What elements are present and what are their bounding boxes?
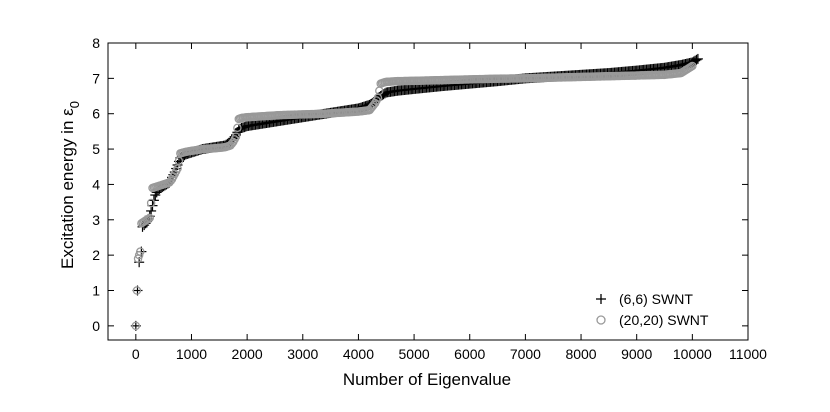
y-tick-label: 7: [92, 70, 100, 86]
y-axis-label-subscript: 0: [67, 101, 82, 108]
x-axis-label: Number of Eigenvalue: [343, 370, 511, 389]
data-point-20-20-dense: [233, 123, 242, 133]
y-tick-label: 8: [92, 35, 100, 51]
legend-label-6-6: (6,6) SWNT: [619, 291, 693, 307]
data-point-20-20: [131, 321, 141, 331]
x-tick-label: 11000: [729, 346, 767, 362]
data-point-20-20: [145, 213, 154, 223]
y-tick-label: 4: [92, 176, 100, 192]
data-point-20-20-dense: [227, 139, 237, 149]
data-point-20-20: [688, 61, 697, 71]
legend-entry-6-6: (6,6) SWNT: [596, 291, 693, 307]
data-point-20-20: [136, 247, 145, 256]
x-tick-label: 9000: [621, 346, 652, 362]
data-point-20-20: [134, 250, 144, 260]
legend-marker-circle: [596, 315, 606, 325]
axes: 0 1000 2000 3000 4000 5000 6000 7000 8000 9000 100…: [92, 35, 767, 362]
data-point-6-6-dense: [691, 54, 702, 65]
data-point-20-20-dense: [686, 62, 696, 72]
data-point-20-20-dense: [369, 100, 378, 110]
y-axis-label-main: Excitation energy in ε: [58, 108, 77, 269]
y-tick-label: 2: [92, 247, 100, 263]
x-tick-label: 1000: [176, 346, 207, 362]
data-marks: [130, 53, 703, 331]
x-tick-label: 5000: [399, 346, 430, 362]
data-point-6-6: [150, 190, 161, 201]
legend-entry-20-20: (20,20) SWNT: [596, 312, 709, 328]
x-tick-label: 0: [132, 346, 140, 362]
data-point-20-20-dense: [144, 214, 153, 224]
data-point-20-20: [132, 286, 142, 295]
axes-frame: [107, 42, 749, 341]
y-tick-label: 3: [92, 212, 100, 228]
y-tick-label: 6: [92, 106, 100, 122]
x-tick-label: 7000: [510, 346, 541, 362]
y-tick-label: 5: [92, 141, 100, 157]
data-point-20-20-dense: [166, 176, 175, 186]
y-tick-label: 1: [92, 283, 100, 299]
x-tick-label: 4000: [343, 346, 374, 362]
data-point-20-20-dense: [146, 198, 156, 208]
x-tick-label: 3000: [287, 346, 318, 362]
legend-label-20-20: (20,20) SWNT: [619, 312, 709, 328]
y-axis-label: Excitation energy in ε0: [58, 101, 82, 269]
legend: (6,6) SWNT (20,20) SWNT: [596, 291, 709, 328]
x-tick-label: 2000: [232, 346, 263, 362]
x-tick-label: 10000: [673, 346, 712, 362]
x-tick-label: 6000: [454, 346, 485, 362]
legend-marker-plus: [596, 294, 606, 304]
series-20-20: [131, 61, 697, 331]
data-point-6-6: [692, 53, 703, 64]
y-tick-label: 0: [92, 318, 100, 334]
x-tick-label: 8000: [565, 346, 596, 362]
data-point-20-20: [231, 132, 241, 141]
